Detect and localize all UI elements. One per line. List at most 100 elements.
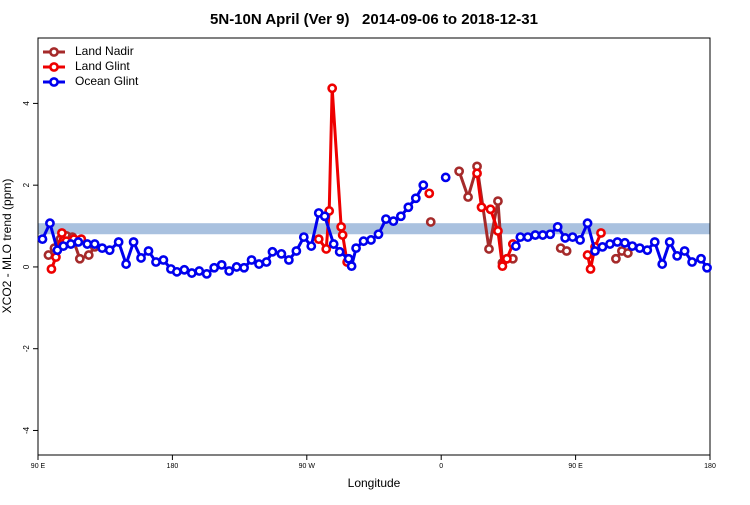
y-tick-label: -4 (22, 426, 31, 434)
data-point (56, 228, 67, 238)
data-point (366, 235, 376, 245)
data-point (261, 257, 272, 267)
data-point (582, 218, 593, 229)
x-tick-label: 0 (439, 463, 443, 470)
data-point (403, 202, 414, 213)
data-point (410, 193, 421, 204)
data-point (395, 211, 406, 222)
data-point (194, 266, 205, 276)
data-point (113, 237, 124, 247)
data-point (143, 246, 154, 256)
data-point (224, 266, 235, 276)
data-point (346, 261, 357, 272)
reference-band (38, 223, 710, 235)
data-point (158, 255, 169, 265)
data-point (201, 268, 212, 279)
x-tick-label: 90 E (568, 463, 583, 470)
data-point (687, 257, 697, 267)
data-point (424, 188, 435, 199)
y-tick-label: 0 (22, 264, 31, 269)
data-point (537, 230, 548, 240)
data-point (58, 241, 69, 251)
data-point (642, 245, 653, 256)
data-point (313, 234, 324, 245)
data-point (702, 262, 712, 273)
data-point (585, 264, 596, 274)
data-point (612, 237, 623, 247)
data-point (530, 230, 541, 240)
data-point (351, 243, 361, 254)
legend-marker (49, 62, 59, 72)
data-point (65, 239, 76, 249)
data-point (337, 230, 348, 240)
legend-label: Land Nadir (75, 44, 134, 58)
data-point (440, 172, 451, 183)
legend-marker (49, 77, 59, 87)
data-point (267, 246, 278, 257)
data-point (484, 244, 494, 254)
data-point (254, 259, 264, 269)
data-point (463, 192, 473, 202)
data-point (306, 241, 317, 251)
data-point (425, 217, 436, 227)
data-point (657, 259, 668, 269)
data-point (73, 237, 84, 247)
data-point (128, 237, 139, 247)
data-point (231, 262, 242, 272)
data-point (186, 268, 197, 278)
data-point (46, 264, 57, 274)
data-point (418, 180, 429, 191)
data-point (43, 250, 54, 260)
data-point (373, 229, 384, 240)
data-point (545, 229, 556, 240)
x-tick-label: 90 E (31, 463, 46, 470)
data-point (321, 244, 332, 254)
data-point (104, 245, 115, 256)
data-point (239, 262, 249, 273)
data-point (472, 168, 482, 179)
data-point (45, 218, 55, 229)
data-point (209, 262, 220, 273)
data-point (627, 241, 638, 251)
data-point (605, 239, 615, 249)
data-point (97, 243, 108, 254)
data-point (327, 83, 338, 94)
data-point (476, 202, 487, 213)
data-point (497, 261, 508, 272)
data-point (136, 253, 146, 263)
data-point (582, 250, 593, 260)
data-point (634, 243, 645, 254)
y-tick-label: 2 (22, 182, 31, 187)
y-tick-label: -2 (22, 345, 31, 353)
data-point (179, 264, 190, 275)
data-point (649, 237, 660, 247)
data-point (552, 221, 563, 232)
data-point (502, 253, 512, 264)
data-point (510, 241, 521, 251)
data-point (328, 239, 339, 249)
data-point (664, 237, 675, 247)
data-point (611, 253, 621, 264)
data-point (515, 232, 526, 242)
data-point (336, 221, 347, 232)
data-point (679, 246, 690, 256)
x-tick-label: 90 W (299, 463, 316, 470)
x-axis-label: Longitude (348, 476, 401, 490)
legend-label: Land Glint (75, 59, 130, 73)
legend-label: Ocean Glint (75, 74, 139, 88)
data-point (590, 246, 600, 256)
data-point (575, 235, 585, 245)
data-point (319, 211, 330, 222)
data-point (381, 214, 391, 225)
data-point (561, 246, 572, 256)
data-point (171, 266, 182, 277)
data-point (89, 239, 100, 249)
data-point (493, 196, 503, 207)
data-point (619, 237, 630, 248)
data-point (276, 248, 287, 259)
chart-title: 5N-10N April (Ver 9) 2014-09-06 to 2018-… (210, 11, 538, 28)
data-point (388, 216, 399, 227)
data-point (216, 259, 227, 270)
data-point (493, 226, 503, 236)
legend-marker (49, 47, 59, 57)
